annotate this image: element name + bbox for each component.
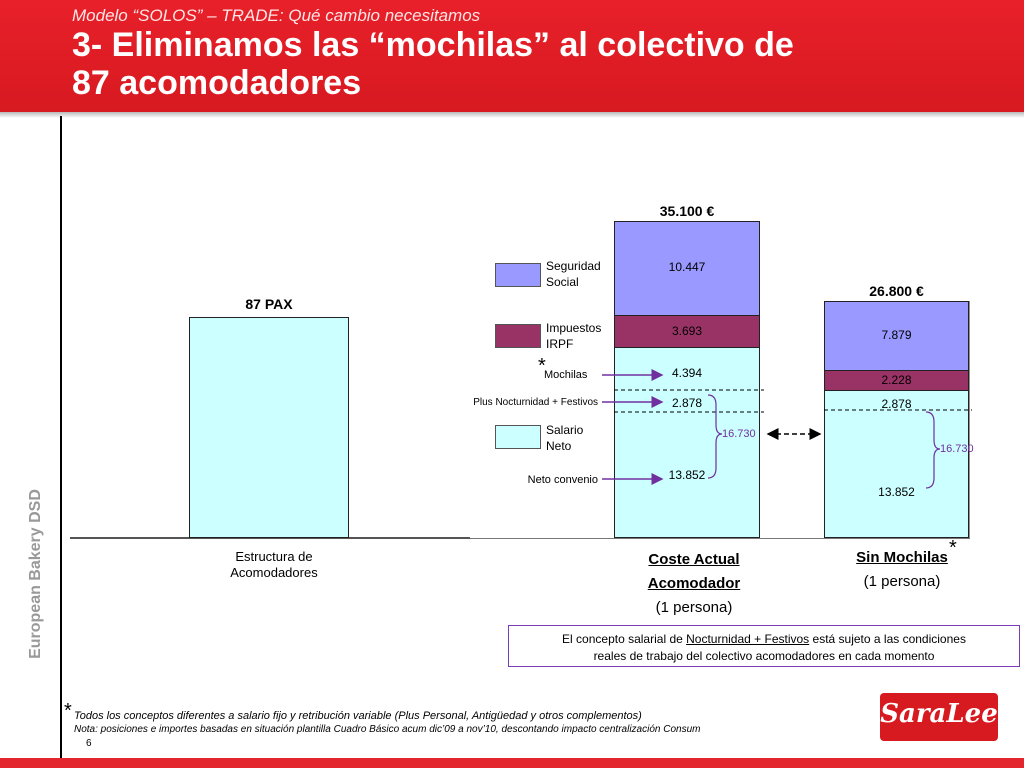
xlabel-bar3: Sin Mochilas (1 persona) (822, 546, 982, 594)
slide-subtitle: Modelo “SOLOS” – TRADE: Qué cambio neces… (72, 6, 481, 25)
legend-swatch-salario (495, 425, 541, 449)
xlabel-bar3-line1: Sin Mochilas (856, 549, 948, 566)
bar3-seg-impuestos: 2.228 (881, 373, 912, 387)
label-plus: Plus Nocturnidad + Festivos (473, 397, 598, 408)
bracket-label-bar2: 16.730 (722, 428, 756, 440)
bar2-total: 35.100 € (659, 203, 715, 219)
sin-mochilas-asterisk: * (949, 537, 957, 559)
header-shadow (0, 112, 1024, 118)
bar2-seg-plus: 2.878 (671, 396, 703, 410)
bar2-seg-neto: 13.852 (668, 468, 706, 482)
xlabel-bar1-line2: Acomodadores (230, 565, 318, 580)
bar3-seg-seguridad: 7.879 (881, 328, 912, 342)
legend-impuestos-line1: Impuestos (546, 321, 602, 335)
label-neto: Neto convenio (527, 474, 598, 486)
legend-label-salario: Salario Neto (546, 422, 583, 454)
legend-impuestos-line2: IRPF (546, 337, 574, 351)
xlabel-bar1-line1: Estructura de (235, 549, 313, 564)
page-number: 6 (86, 738, 92, 749)
xlabel-bar3-line2: (1 persona) (863, 573, 941, 590)
xlabel-bar2: Coste Actual Acomodador (1 persona) (614, 548, 774, 620)
left-divider (60, 116, 62, 762)
logo-text: SaraLee (880, 699, 998, 729)
xlabel-bar2-line1: Coste Actual (648, 551, 740, 568)
saralee-logo: SaraLee (880, 693, 998, 741)
bracket-label-bar3: 16.730 (940, 443, 974, 455)
bar2-seg-impuestos: 3.693 (671, 324, 703, 338)
xlabel-bar1: Estructura de Acomodadores (189, 549, 359, 581)
legend-salario-line2: Neto (546, 439, 572, 453)
note-text-after: está sujeto a las condiciones (809, 632, 966, 646)
header-banner (0, 0, 1024, 115)
bar2-salario (614, 347, 760, 538)
slide-title-line2: 87 acomodadores (72, 64, 362, 102)
legend-seguridad-line1: Seguridad (546, 259, 601, 273)
legend-seguridad-line2: Social (546, 275, 579, 289)
bar2-seg-mochilas: 4.394 (671, 366, 703, 380)
note-line2: reales de trabajo del colectivo acomodad… (593, 649, 935, 663)
bar-estructura (189, 317, 349, 538)
xlabel-bar2-line2: Acomodador (647, 575, 741, 592)
bar2-impuestos (614, 315, 760, 348)
legend-label-seguridad: Seguridad Social (546, 258, 601, 290)
mochilas-asterisk: * (538, 355, 546, 377)
slide-title-line1: 3- Eliminamos las “mochilas” al colectiv… (72, 26, 794, 64)
legend-swatch-seguridad (495, 263, 541, 287)
note-text-underlined: Nocturnidad + Festivos (686, 632, 810, 646)
bar1-label: 87 PAX (245, 296, 293, 312)
bar2-seguridad (614, 221, 760, 316)
note-box: El concepto salarial de Nocturnidad + Fe… (508, 625, 1020, 667)
bar3-total: 26.800 € (869, 283, 924, 299)
bottom-bar (0, 758, 1024, 768)
legend-label-impuestos: Impuestos IRPF (546, 320, 601, 352)
side-label: European Bakery DSD (27, 489, 44, 659)
bar3-seg-plus: 2.878 (881, 397, 912, 411)
label-mochilas: Mochilas (544, 369, 588, 381)
legend-swatch-impuestos (495, 324, 541, 348)
bar3-salario (824, 390, 969, 538)
baseline-left (70, 537, 470, 539)
footnote-asterisk: * (64, 700, 72, 722)
xlabel-bar2-line3: (1 persona) (655, 599, 733, 616)
bar3-seg-neto: 13.852 (878, 485, 915, 499)
legend-salario-line1: Salario (546, 423, 584, 437)
slide-title: 3- Eliminamos las “mochilas” al colectiv… (72, 26, 972, 102)
bar2-seg-seguridad: 10.447 (668, 260, 706, 274)
baseline-right (470, 538, 970, 539)
footnote-line2: Nota: posiciones e importes basadas en s… (74, 724, 701, 735)
footnote-line1: Todos los conceptos diferentes a salario… (74, 710, 642, 722)
note-text-before: El concepto salarial de (562, 632, 687, 646)
note-line1: El concepto salarial de Nocturnidad + Fe… (509, 631, 1019, 648)
